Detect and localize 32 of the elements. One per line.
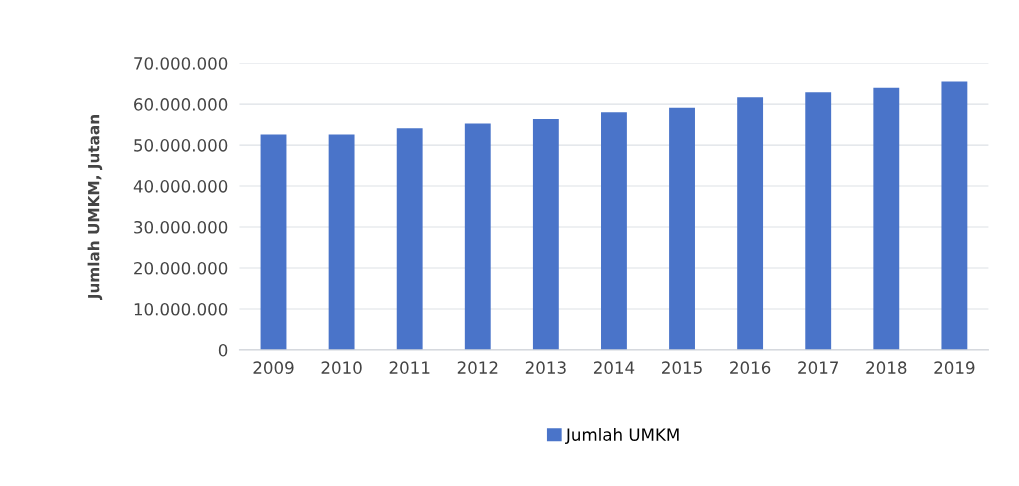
x-tick-label: 2015 [662, 361, 702, 374]
x-tick-label: 2013 [525, 361, 566, 374]
bar [669, 107, 695, 350]
y-tick-label: 50.000.000 [134, 139, 228, 152]
x-tick-label: 2016 [730, 361, 771, 374]
bar [737, 97, 764, 350]
y-tick-label: 70.000.000 [134, 57, 228, 70]
y-tick-label: 40.000.000 [133, 180, 228, 193]
legend-label: Jumlah UMKM [565, 428, 679, 444]
x-tick-label: 2017 [798, 361, 838, 374]
bar [260, 134, 287, 350]
bar [396, 128, 423, 350]
x-tick-label: 2010 [321, 361, 362, 374]
x-tick-label: 2011 [389, 361, 430, 374]
x-tick-label: 2014 [593, 361, 635, 374]
bar [464, 123, 491, 350]
bar [873, 87, 900, 350]
y-tick-label: 60.000.000 [134, 98, 228, 111]
bar [805, 92, 832, 350]
x-tick-label: 2012 [457, 361, 498, 374]
bar [601, 112, 627, 350]
x-tick-label: 2019 [934, 361, 975, 374]
y-axis-title: Jumlah UMKM, Jutaan [87, 115, 103, 301]
bar [328, 134, 355, 350]
x-tick-label: 2018 [866, 361, 907, 374]
y-tick-label: 0 [218, 343, 228, 357]
bar [532, 118, 559, 350]
x-tick-label: 2009 [253, 361, 294, 374]
y-tick-label: 20.000.000 [134, 261, 228, 275]
y-tick-label: 10.000.000 [134, 302, 228, 316]
y-tick-label: 30.000.000 [134, 220, 228, 234]
bar [941, 81, 968, 350]
